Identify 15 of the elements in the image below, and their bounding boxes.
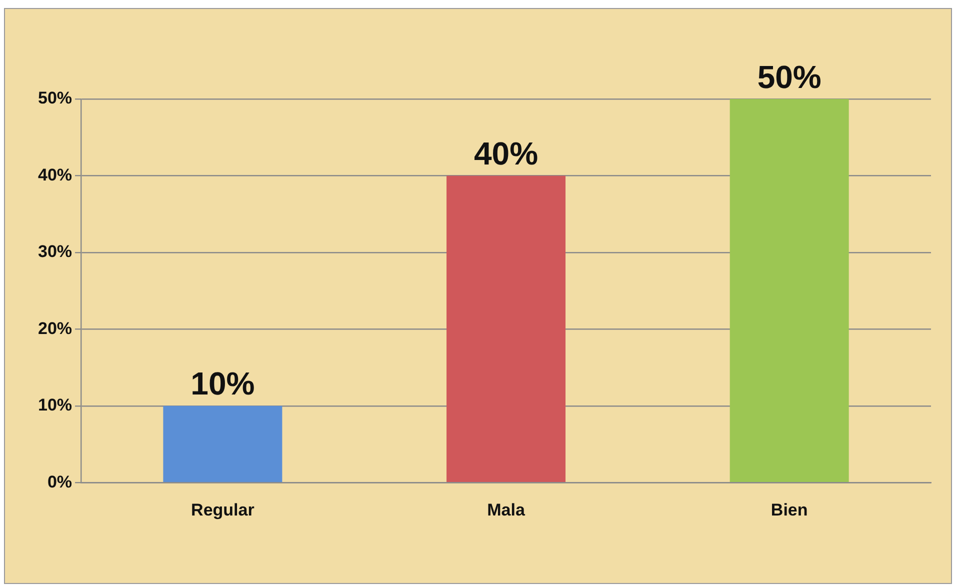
y-tick-label: 0% [47,472,72,492]
y-tick-label: 50% [38,88,72,108]
data-label: 10% [190,366,255,402]
bar [730,99,849,482]
y-tick-label: 30% [38,242,72,262]
data-label: 50% [757,58,822,95]
data-label: 40% [474,136,538,172]
bar [446,176,566,482]
x-tick-label: Regular [191,500,255,520]
y-tick-label: 40% [38,165,72,184]
bar [163,406,282,482]
x-tick-label: Bien [770,500,808,520]
y-tick-label: 10% [38,396,72,415]
x-tick-label: Mala [487,500,526,520]
y-tick-label: 20% [38,318,72,338]
